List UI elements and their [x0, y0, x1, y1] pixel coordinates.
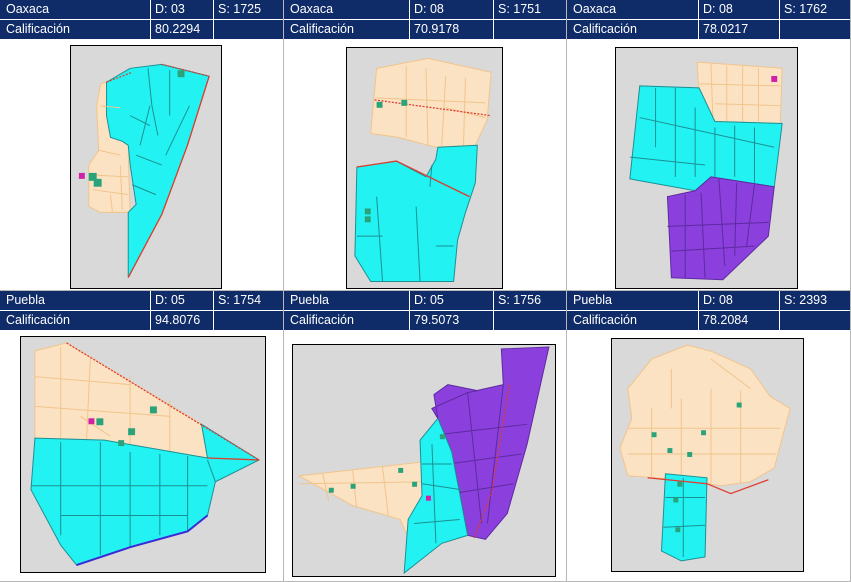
section-map[interactable]	[20, 336, 266, 573]
panel-oaxaca-1725: Oaxaca D: 03 S: 1725 Calificación 80.229…	[0, 0, 284, 291]
section-map[interactable]	[615, 47, 798, 289]
panel-puebla-2393: Puebla D: 08 S: 2393 Calificación 78.208…	[567, 291, 851, 582]
district-label: D: 03	[155, 2, 185, 16]
panel-puebla-1756: Puebla D: 05 S: 1756 Calificación 79.507…	[284, 291, 567, 582]
panel-header-row: Puebla D: 05 S: 1756	[284, 291, 566, 311]
score-value: 79.5073	[414, 313, 460, 327]
panel-score-row: Calificación 78.0217	[567, 20, 850, 39]
district-label: D: 05	[155, 293, 185, 307]
panel-header-row: Oaxaca D: 03 S: 1725	[0, 0, 283, 20]
panel-score-row: Calificación 79.5073	[284, 311, 566, 330]
map-drawing	[297, 346, 550, 575]
state-label: Oaxaca	[573, 2, 617, 16]
score-value: 80.2294	[155, 22, 201, 36]
district-label: D: 08	[703, 293, 733, 307]
map-drawing	[354, 57, 492, 283]
score-value: 78.0217	[703, 22, 749, 36]
section-label: S: 2393	[784, 293, 828, 307]
score-label: Calificación	[290, 22, 354, 36]
panel-score-row: Calificación 94.8076	[0, 311, 283, 330]
house-marker-icon	[96, 406, 157, 447]
score-value: 78.2084	[703, 313, 749, 327]
section-map[interactable]	[611, 338, 804, 572]
house-marker-icon	[88, 418, 95, 425]
panel-header-row: Puebla D: 05 S: 1754	[0, 291, 283, 311]
map-drawing	[78, 63, 210, 278]
state-label: Puebla	[573, 293, 612, 307]
section-map[interactable]	[70, 45, 222, 289]
panel-score-row: Calificación 70.9178	[284, 20, 566, 39]
section-label: S: 1762	[784, 2, 828, 16]
house-marker-icon	[328, 434, 445, 493]
map-drawing	[30, 342, 261, 566]
house-marker-icon	[425, 495, 431, 501]
map-drawing	[629, 61, 783, 281]
panel-score-row: Calificación 80.2294	[0, 20, 283, 39]
panel-header-row: Puebla D: 08 S: 2393	[567, 291, 850, 311]
score-label: Calificación	[290, 313, 354, 327]
district-label: D: 08	[414, 2, 444, 16]
panel-oaxaca-1762: Oaxaca D: 08 S: 1762 Calificación 78.021…	[567, 0, 851, 291]
house-marker-icon	[364, 99, 408, 223]
panel-score-row: Calificación 78.2084	[567, 311, 850, 330]
score-label: Calificación	[573, 22, 637, 36]
state-label: Oaxaca	[6, 2, 50, 16]
panel-header-row: Oaxaca D: 08 S: 1762	[567, 0, 850, 20]
house-marker-icon	[651, 402, 742, 533]
house-marker-icon	[78, 172, 85, 179]
district-label: D: 05	[414, 293, 444, 307]
state-label: Oaxaca	[290, 2, 334, 16]
section-label: S: 1725	[218, 2, 262, 16]
score-value: 70.9178	[414, 22, 460, 36]
score-label: Calificación	[6, 313, 70, 327]
map-drawing	[619, 344, 791, 562]
house-marker-icon	[771, 76, 778, 82]
state-label: Puebla	[290, 293, 329, 307]
score-value: 94.8076	[155, 313, 201, 327]
panel-oaxaca-1751: Oaxaca D: 08 S: 1751 Calificación 70.917…	[284, 0, 567, 291]
panel-puebla-1754: Puebla D: 05 S: 1754 Calificación 94.807…	[0, 291, 284, 582]
section-label: S: 1756	[498, 293, 542, 307]
section-label: S: 1754	[218, 293, 262, 307]
section-label: S: 1751	[498, 2, 542, 16]
score-label: Calificación	[6, 22, 70, 36]
section-map[interactable]	[292, 344, 556, 577]
house-marker-icon	[88, 70, 185, 187]
score-label: Calificación	[573, 313, 637, 327]
district-label: D: 08	[703, 2, 733, 16]
section-map[interactable]	[346, 47, 503, 289]
panel-header-row: Oaxaca D: 08 S: 1751	[284, 0, 566, 20]
state-label: Puebla	[6, 293, 45, 307]
